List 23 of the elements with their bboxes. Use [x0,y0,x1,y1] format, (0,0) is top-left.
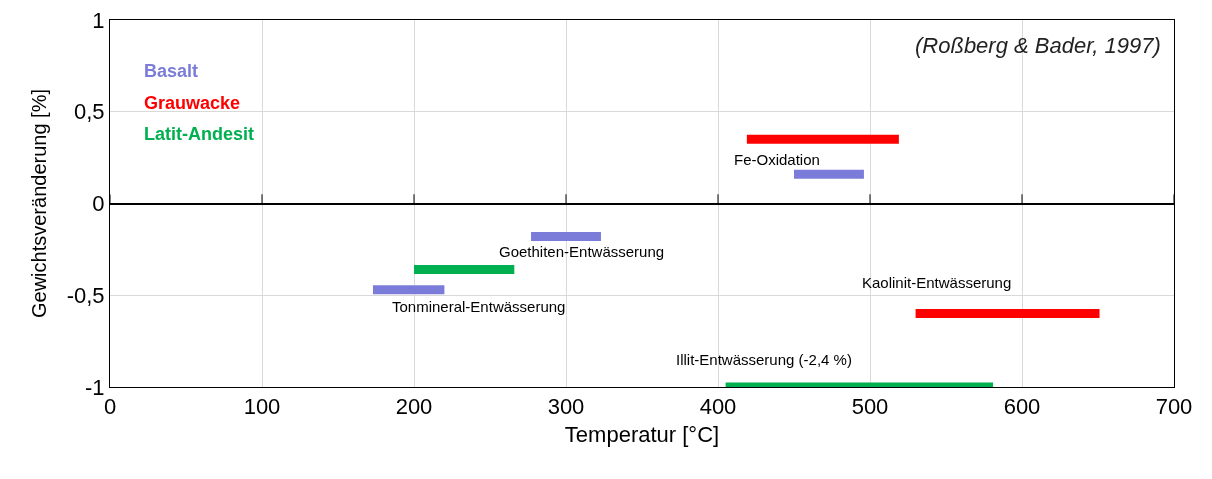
annotation: Goethiten-Entwässerung [499,243,665,260]
y-tick-label: 0 [92,191,105,217]
x-tick-label: 200 [395,394,433,420]
x-tick-label: 500 [851,394,889,420]
x-tick-label: 600 [1003,394,1041,420]
y-tick-label: -1 [85,374,105,400]
annotation: Illit-Entwässerung (-2,4 %) [676,351,852,368]
y-tick-label: 0,5 [74,99,105,125]
x-tick-label: 400 [699,394,737,420]
x-axis-title: Temperatur [°C] [564,422,720,448]
x-tick-label: 100 [243,394,281,420]
y-tick-label: 1 [92,7,105,33]
text: Basalt [144,61,199,81]
annotation: Tonmineral-Entwässerung [392,298,566,315]
y-tick-label: -0,5 [66,282,105,308]
x-tick-label: 300 [547,394,585,420]
annotation: (Roßberg & Bader, 1997) [915,33,1161,58]
y-axis-title: Gewichtsveränderung [%] [28,88,51,319]
annotation: Fe-Oxidation [734,151,820,168]
annotation: Kaolinit-Entwässerung [862,274,1012,291]
x-tick-label: 700 [1155,394,1193,420]
text: Latit-Andesit [144,124,254,144]
text: Grauwacke [144,93,241,113]
